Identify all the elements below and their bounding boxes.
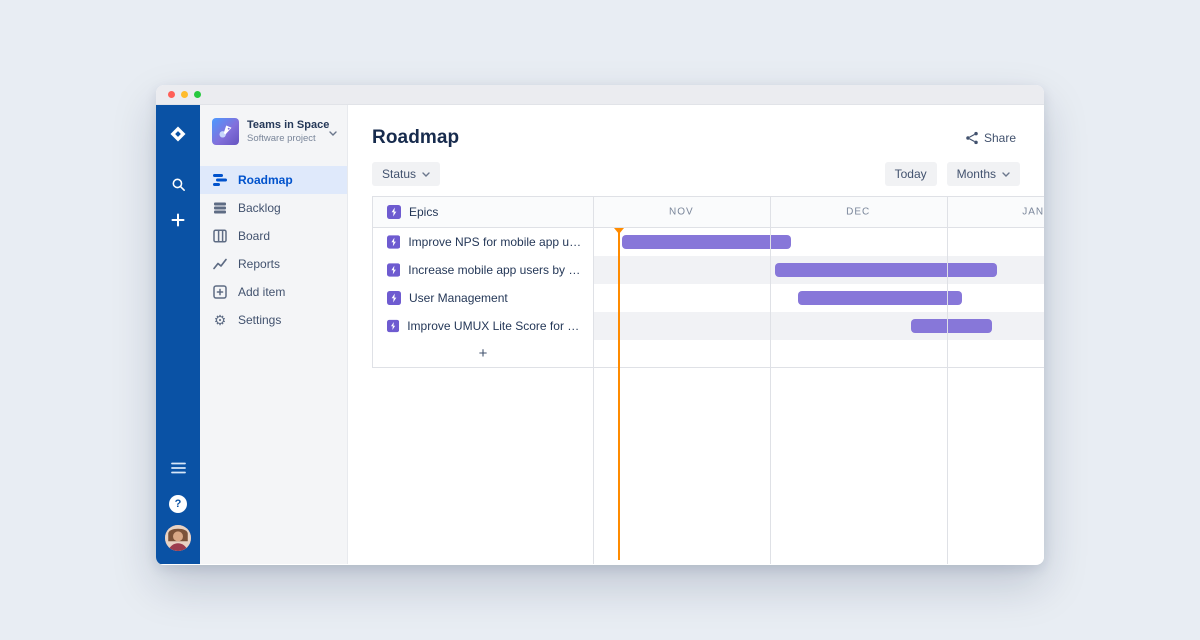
epics-header-cell: Epics xyxy=(373,197,593,227)
sidebar-item-reports[interactable]: Reports xyxy=(200,250,347,278)
settings-gear-icon: ⚙ xyxy=(213,312,227,328)
project-switcher[interactable]: Teams in Space Software project xyxy=(200,105,347,158)
page-title: Roadmap xyxy=(372,127,460,148)
app-window: ? xyxy=(156,85,1044,565)
epic-row[interactable]: Improve NPS for mobile app users xyxy=(373,228,1044,256)
epic-icon xyxy=(387,235,401,249)
month-label-dec: DEC xyxy=(846,206,871,218)
status-filter-dropdown[interactable]: Status xyxy=(372,162,441,186)
roadmap-icon xyxy=(213,174,227,186)
epic-row[interactable]: Increase mobile app users by 50% xyxy=(373,256,1044,284)
epic-label: Improve UMUX Lite Score for check... xyxy=(407,319,583,333)
month-label-jan: JAN xyxy=(1022,206,1044,218)
sidebar-item-roadmap[interactable]: Roadmap xyxy=(200,166,347,194)
today-button[interactable]: Today xyxy=(884,162,937,186)
status-filter-label: Status xyxy=(382,167,417,181)
gantt-table: Epics NOV DEC JAN Improve NPS for mobile… xyxy=(372,196,1044,368)
epics-header-label: Epics xyxy=(409,205,439,219)
window-zoom-button[interactable] xyxy=(194,91,201,98)
main-content: Roadmap Share Status Today xyxy=(348,105,1044,564)
sidebar-item-settings[interactable]: ⚙ Settings xyxy=(200,306,347,334)
sidebar-item-label: Board xyxy=(238,229,271,243)
share-label: Share xyxy=(983,131,1016,145)
project-name: Teams in Space xyxy=(247,119,330,131)
range-dropdown[interactable]: Months xyxy=(946,162,1020,186)
gantt-bar[interactable] xyxy=(774,263,998,277)
avatar-image xyxy=(165,525,191,551)
sidebar-item-label: Add item xyxy=(238,285,286,299)
range-dropdown-label: Months xyxy=(956,167,996,181)
help-glyph: ? xyxy=(169,495,187,513)
chevron-down-icon xyxy=(1002,171,1010,177)
today-button-label: Today xyxy=(894,167,927,181)
share-button[interactable]: Share xyxy=(965,131,1016,145)
gantt-bar[interactable] xyxy=(622,235,791,249)
create-plus-icon[interactable] xyxy=(164,206,192,234)
search-icon[interactable] xyxy=(164,170,192,198)
window-close-button[interactable] xyxy=(168,91,175,98)
sidebar-item-label: Roadmap xyxy=(238,173,293,187)
sidebar-item-add-item[interactable]: Add item xyxy=(200,278,347,306)
backlog-icon xyxy=(214,202,226,214)
gantt-bar[interactable] xyxy=(797,291,963,305)
epic-icon xyxy=(387,263,401,277)
sidebar-item-label: Backlog xyxy=(238,201,281,215)
user-avatar[interactable] xyxy=(164,524,192,552)
add-item-icon xyxy=(213,285,227,299)
sidebar-nav: Roadmap Backlog Board xyxy=(200,166,347,334)
help-icon[interactable]: ? xyxy=(164,490,192,518)
chevron-down-icon xyxy=(422,171,430,177)
epic-icon xyxy=(387,205,401,219)
add-epic-row: + xyxy=(373,340,1044,368)
sidebar-item-label: Settings xyxy=(238,313,282,327)
project-sidebar: Teams in Space Software project Roadmap xyxy=(200,105,348,564)
reports-icon xyxy=(213,258,227,270)
sidebar-item-backlog[interactable]: Backlog xyxy=(200,194,347,222)
menu-icon[interactable] xyxy=(164,454,192,482)
gantt-header-row: Epics NOV DEC JAN xyxy=(373,196,1044,228)
epic-row[interactable]: User Management xyxy=(373,284,1044,312)
window-minimize-button[interactable] xyxy=(181,91,188,98)
epic-label: User Management xyxy=(409,291,508,305)
epic-row[interactable]: Improve UMUX Lite Score for check... xyxy=(373,312,1044,340)
share-icon xyxy=(966,131,978,145)
project-avatar xyxy=(212,118,239,145)
epic-label: Improve NPS for mobile app users xyxy=(408,235,583,249)
sidebar-item-board[interactable]: Board xyxy=(200,222,347,250)
gantt-empty-area xyxy=(372,368,1044,564)
month-label-nov: NOV xyxy=(669,206,694,218)
epic-icon xyxy=(387,291,401,305)
add-epic-button[interactable]: + xyxy=(478,345,488,362)
chevron-down-icon xyxy=(329,123,337,141)
sidebar-item-label: Reports xyxy=(238,257,281,271)
project-type: Software project xyxy=(247,133,316,144)
project-meta: Teams in Space Software project xyxy=(247,119,330,144)
global-navigation-rail: ? xyxy=(156,105,200,564)
epic-icon xyxy=(387,319,400,333)
window-titlebar xyxy=(156,85,1044,105)
gantt-bar[interactable] xyxy=(910,319,993,333)
board-icon xyxy=(213,229,227,243)
jira-logo-icon[interactable] xyxy=(164,120,192,148)
roadmap-gantt: Epics NOV DEC JAN Improve NPS for mobile… xyxy=(372,196,1044,564)
epic-label: Increase mobile app users by 50% xyxy=(408,263,583,277)
timeline-header: NOV DEC JAN xyxy=(593,197,1044,227)
